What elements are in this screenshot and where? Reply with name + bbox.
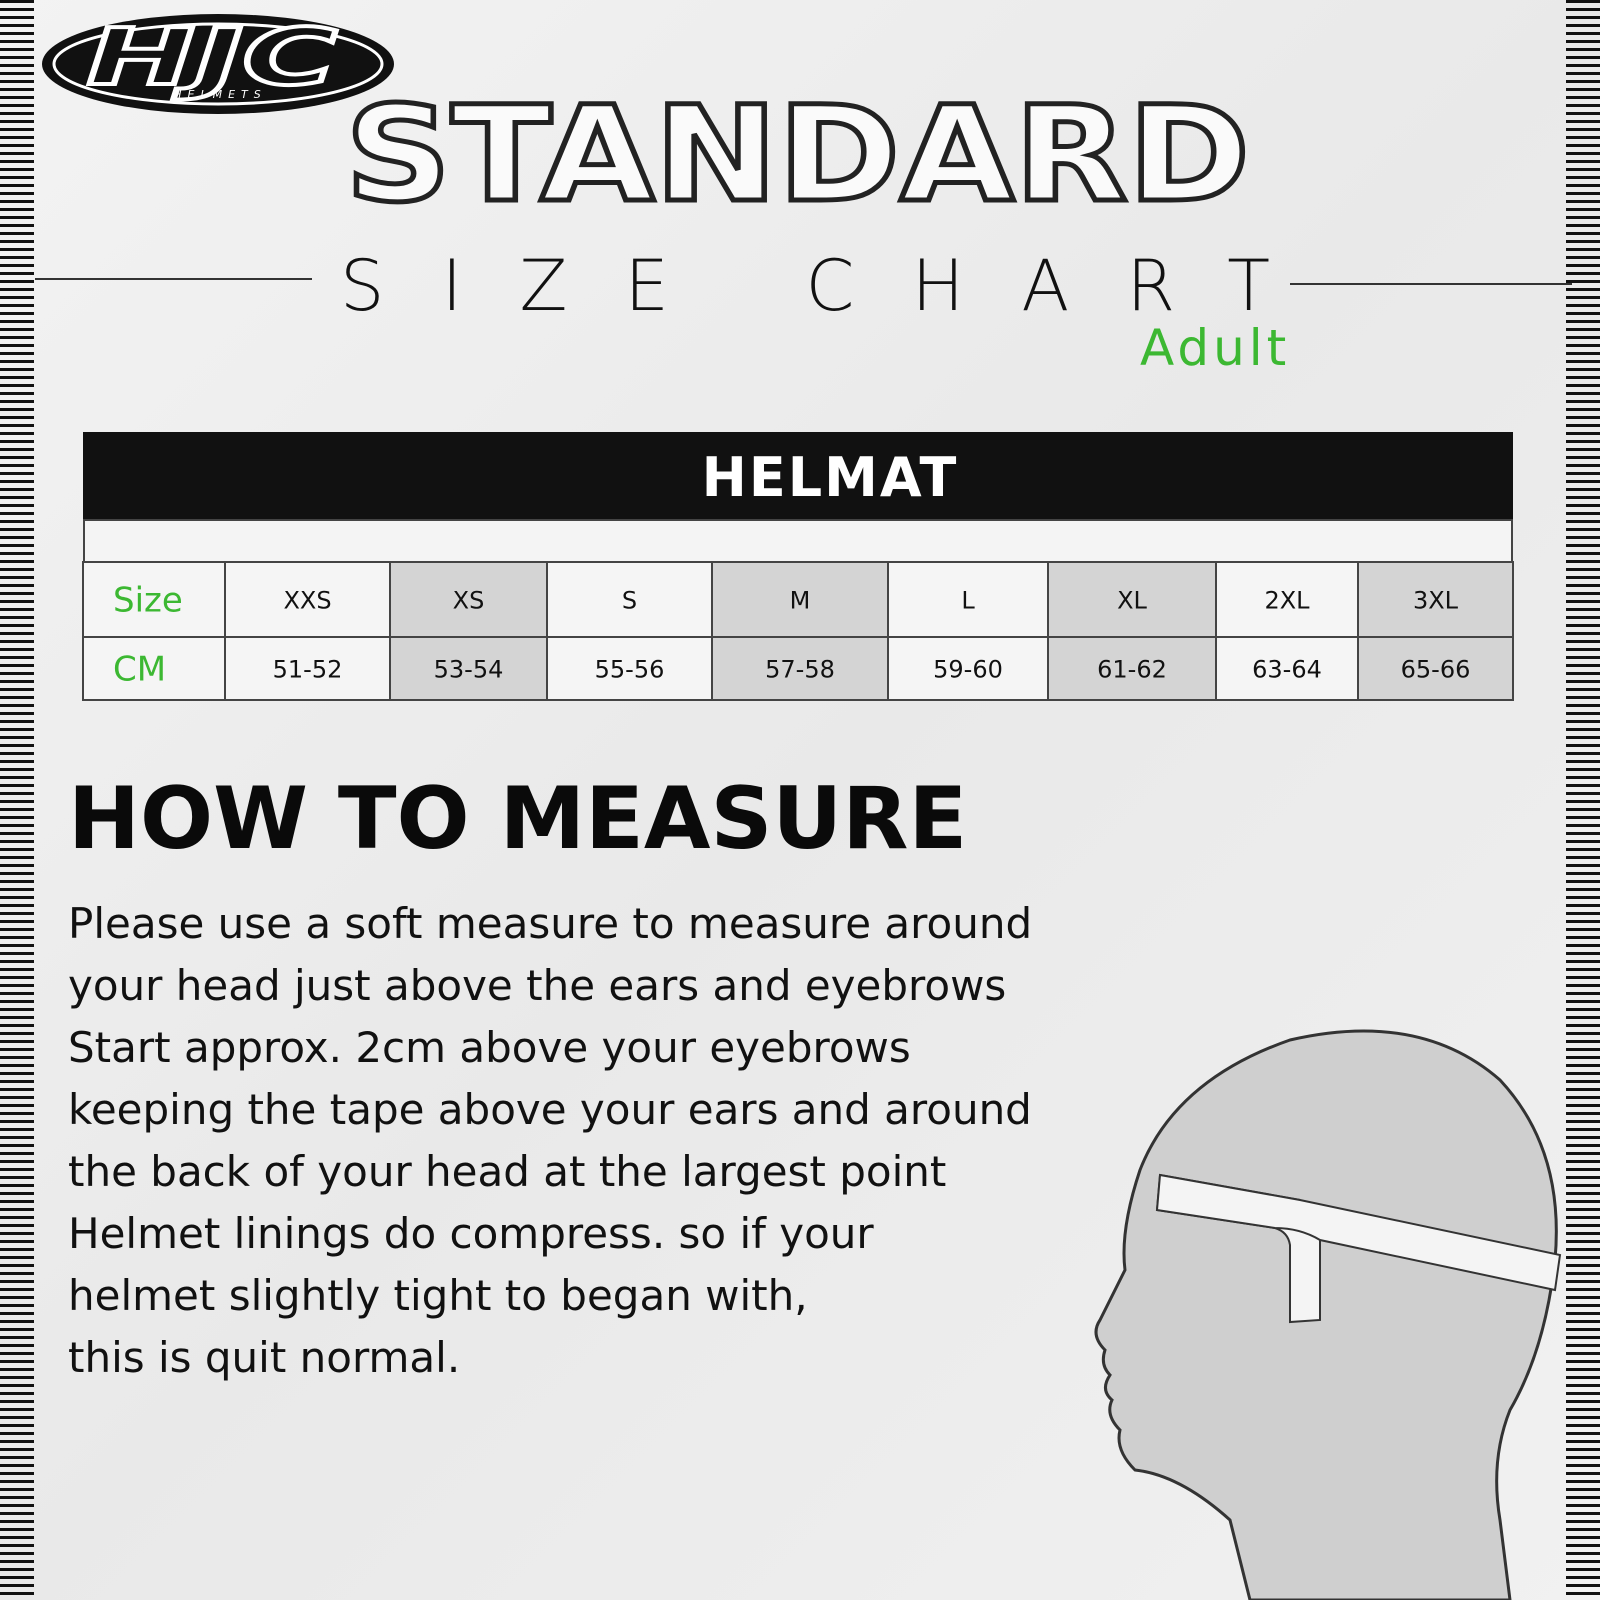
table-cell <box>1357 561 1514 638</box>
cell-text: XS <box>453 587 485 615</box>
instruction-line: Helmet linings do compress. so if your <box>68 1209 874 1258</box>
table-cell <box>1215 636 1359 701</box>
table-title: HELMAT <box>702 446 959 509</box>
row-label: Size <box>113 581 183 621</box>
row-label: CM <box>113 650 166 690</box>
cell-text: 63-64 <box>1252 656 1322 684</box>
cell-text: S <box>622 587 637 615</box>
instruction-line: this is quit normal. <box>68 1333 460 1382</box>
cell-text: L <box>961 587 975 615</box>
table-cell <box>711 636 889 701</box>
cell-text: 3XL <box>1413 587 1459 615</box>
table-header-bar <box>83 432 1513 520</box>
audience: Adult <box>1140 319 1290 377</box>
cell-text: 57-58 <box>765 656 835 684</box>
cell-text: 55-56 <box>595 656 665 684</box>
table-cell <box>1357 636 1514 701</box>
table-cell <box>887 636 1049 701</box>
logo-tagline: HELMETS <box>173 88 267 101</box>
table-cell <box>389 636 548 701</box>
instructions-body: Please use a soft measure to measure aro… <box>68 899 1032 1382</box>
instructions-heading: HOW TO MEASURE <box>68 769 967 869</box>
table-cell <box>546 636 713 701</box>
cell-text: 53-54 <box>434 656 504 684</box>
instruction-line: your head just above the ears and eyebro… <box>68 961 1006 1010</box>
cell-text: 51-52 <box>273 656 343 684</box>
cell-text: 65-66 <box>1401 656 1471 684</box>
table-cell <box>711 561 889 638</box>
cell-text: XXS <box>283 587 331 615</box>
cell-text: XL <box>1117 587 1147 615</box>
instruction-line: Please use a soft measure to measure aro… <box>68 899 1032 948</box>
table-cell <box>1047 636 1217 701</box>
title: STANDARD <box>345 78 1250 232</box>
table-cell <box>1047 561 1217 638</box>
logo: HJC HELMETS <box>42 11 394 114</box>
table-cell <box>389 561 548 638</box>
instruction-line: keeping the tape above your ears and aro… <box>68 1085 1032 1134</box>
cell-text: M <box>790 587 811 615</box>
logo-brand: HJC <box>87 13 337 103</box>
cell-text: 61-62 <box>1097 656 1167 684</box>
size-table: HELMAT Size XXS XS S M L XL 2XL 3XL CM 51-52 53-54 5… <box>82 432 1514 701</box>
cell-text: 59-60 <box>933 656 1003 684</box>
instruction-line: Start approx. 2cm above your eyebrows <box>68 1023 911 1072</box>
table-cell <box>224 636 391 701</box>
instruction-line: the back of your head at the largest poi… <box>68 1147 946 1196</box>
head-illustration <box>1094 1029 1562 1600</box>
cell-text: 2XL <box>1264 587 1310 615</box>
table-cell <box>82 561 226 638</box>
table-spacer-row <box>83 519 1513 563</box>
ruler-left <box>0 0 34 1600</box>
instruction-line: helmet slightly tight to began with, <box>68 1271 808 1320</box>
ruler-right <box>1566 0 1600 1600</box>
